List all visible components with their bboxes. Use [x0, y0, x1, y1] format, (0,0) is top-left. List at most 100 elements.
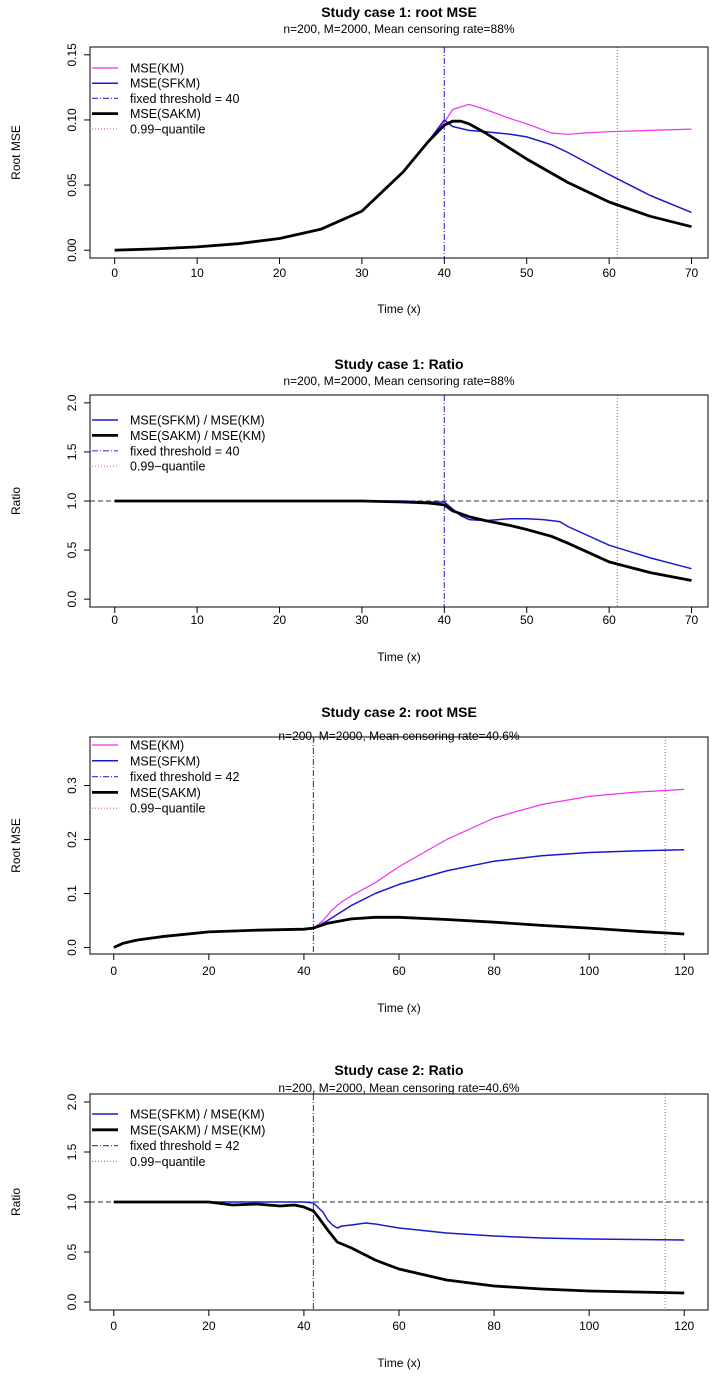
x-tick-label: 60 [392, 964, 406, 978]
panel-3: Study case 2: root MSE n=200, M=2000, Mea… [9, 704, 709, 1015]
plot-frame [89, 46, 709, 259]
x-tick-label: 10 [190, 266, 204, 280]
legend: MSE(SFKM) / MSE(KM)MSE(SAKM) / MSE(KM) fi… [92, 1108, 265, 1169]
x-tick-label: 30 [355, 266, 369, 280]
panel-1: Study case 1: root MSE n=200, M=2000, Mea… [9, 4, 709, 316]
x-axis-title: Time (x) [377, 1356, 421, 1370]
y-tick-label: 0.0 [65, 590, 79, 607]
y-tick-label: 2.0 [65, 394, 79, 411]
legend-label: fixed threshold = 40 [130, 92, 239, 106]
y-tick-label: 1.5 [65, 1143, 79, 1160]
y-axis-title: Ratio [9, 1188, 23, 1216]
y-tick-label: 0.5 [65, 1243, 79, 1260]
x-tick-label: 40 [297, 1319, 311, 1333]
legend-label: MSE(SFKM) [130, 754, 200, 768]
panel-2: Study case 1: Ratio n=200, M=2000, Mean c… [9, 356, 709, 664]
x-tick-label: 100 [579, 964, 599, 978]
plot-area [90, 1094, 708, 1310]
x-tick-label: 70 [685, 613, 699, 627]
series-line-sfkm [114, 119, 692, 251]
x-tick-label: 0 [110, 964, 117, 978]
chart-subtitle: n=200, M=2000, Mean censoring rate=88% [283, 22, 514, 36]
legend-label: MSE(SFKM) / MSE(KM) [130, 414, 265, 428]
legend-label: fixed threshold = 42 [130, 770, 239, 784]
x-tick-label: 80 [487, 964, 501, 978]
y-tick-label: 0.05 [65, 173, 79, 197]
chart-subtitle: n=200, M=2000, Mean censoring rate=40.6% [278, 1081, 519, 1095]
x-tick-label: 20 [273, 613, 287, 627]
series-line-sfkm [113, 1201, 685, 1241]
y-axis-title: Ratio [9, 487, 23, 515]
chart-subtitle: n=200, M=2000, Mean censoring rate=88% [283, 374, 514, 388]
x-axis-title: Time (x) [377, 302, 421, 316]
x-tick-label: 0 [110, 1319, 117, 1333]
x-tick-label: 40 [438, 266, 452, 280]
x-tick-label: 40 [297, 964, 311, 978]
x-tick-label: 70 [685, 266, 699, 280]
y-axis-title: Root MSE [9, 818, 23, 873]
y-tick-label: 0.5 [65, 541, 79, 558]
x-axis-title: Time (x) [377, 1001, 421, 1015]
legend-label: MSE(SAKM) / MSE(KM) [130, 429, 265, 443]
legend-label: MSE(SAKM) [130, 107, 201, 121]
legend-label: 0.99−quantile [130, 460, 205, 474]
chart-title: Study case 1: Ratio [334, 356, 463, 372]
legend-label: fixed threshold = 42 [130, 1139, 239, 1153]
series-line-sakm [114, 499, 692, 582]
plot-area [113, 737, 685, 954]
x-tick-label: 50 [520, 266, 534, 280]
y-tick-label: 0.0 [65, 939, 79, 956]
plot-area [90, 395, 708, 607]
chart-title: Study case 2: Ratio [334, 1062, 463, 1078]
x-tick-label: 40 [438, 613, 452, 627]
y-tick-label: 0.1 [65, 885, 79, 902]
series-line-sakm [114, 119, 692, 252]
legend-label: fixed threshold = 40 [130, 444, 239, 458]
x-axis-title: Time (x) [377, 650, 421, 664]
y-tick-label: 1.0 [65, 1193, 79, 1210]
x-tick-label: 100 [579, 1319, 599, 1333]
series-line-sakm [113, 915, 685, 949]
y-tick-label: 0.10 [65, 108, 79, 132]
y-tick-label: 0.3 [65, 777, 79, 794]
x-tick-label: 20 [202, 1319, 216, 1333]
plot-area [114, 47, 692, 258]
legend-label: 0.99−quantile [130, 1155, 205, 1169]
y-axis-title: Root MSE [9, 125, 23, 180]
x-tick-label: 60 [602, 613, 616, 627]
x-tick-label: 10 [190, 613, 204, 627]
x-tick-label: 0 [111, 266, 118, 280]
y-tick-label: 1.5 [65, 443, 79, 460]
x-tick-label: 60 [392, 1319, 406, 1333]
legend-label: MSE(SFKM) / MSE(KM) [130, 1108, 265, 1122]
legend-label: MSE(KM) [130, 739, 184, 753]
legend-label: MSE(KM) [130, 62, 184, 76]
series-line-sakm [113, 1200, 685, 1295]
x-tick-label: 80 [487, 1319, 501, 1333]
chart-title: Study case 2: root MSE [321, 704, 477, 720]
legend: MSE(KM)MSE(SFKM)fixed threshold = 40MSE(… [92, 62, 239, 136]
y-tick-label: 1.0 [65, 492, 79, 509]
legend-label: MSE(SAKM) / MSE(KM) [130, 1123, 265, 1137]
x-tick-label: 60 [602, 266, 616, 280]
x-tick-label: 50 [520, 613, 534, 627]
legend-label: 0.99−quantile [130, 802, 205, 816]
y-tick-label: 0.00 [65, 238, 79, 262]
y-tick-label: 2.0 [65, 1093, 79, 1110]
chart-title: Study case 1: root MSE [321, 4, 477, 20]
chart-subtitle: n=200, M=2000, Mean censoring rate=40.6% [278, 729, 519, 743]
x-tick-label: 120 [674, 1319, 694, 1333]
y-tick-label: 0.0 [65, 1293, 79, 1310]
legend: MSE(SFKM) / MSE(KM)MSE(SAKM) / MSE(KM)fi… [92, 414, 265, 474]
x-tick-label: 20 [202, 964, 216, 978]
legend: MSE(KM)MSE(SFKM) fixed threshold = 42 MSE(… [92, 739, 239, 816]
x-tick-label: 20 [273, 266, 287, 280]
x-tick-label: 120 [674, 964, 694, 978]
y-tick-label: 0.15 [65, 43, 79, 67]
legend-label: 0.99−quantile [130, 122, 205, 136]
x-tick-label: 0 [111, 613, 118, 627]
panel-4: Study case 2: Ratio n=200, M=2000, Mean c… [9, 1062, 709, 1370]
x-tick-label: 30 [355, 613, 369, 627]
legend-label: MSE(SFKM) [130, 77, 200, 91]
